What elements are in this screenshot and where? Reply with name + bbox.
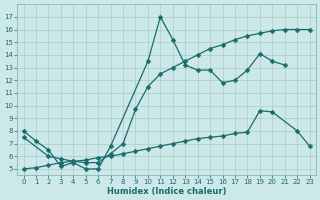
X-axis label: Humidex (Indice chaleur): Humidex (Indice chaleur) (107, 187, 226, 196)
